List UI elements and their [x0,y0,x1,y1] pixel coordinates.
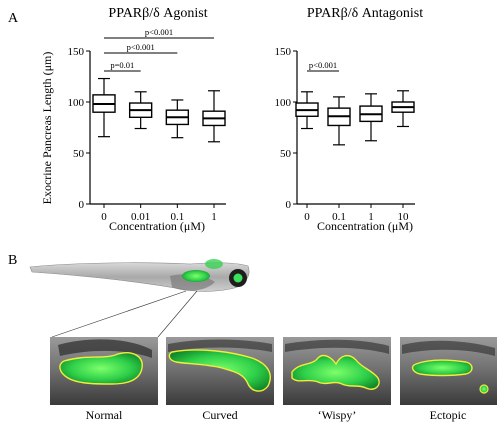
morphology-label-ectopic: Ectopic [430,408,467,422]
zebrafish-larva-image [29,259,250,338]
micrograph-ectopic [400,337,497,405]
pancreas-morphology-panels [50,337,497,405]
morphology-label-normal: Normal [86,408,123,422]
zoom-line [157,290,198,338]
y-tick-label: 0 [79,199,85,211]
x-tick-label: 0 [304,211,310,223]
agonist-boxplot: PPARβ/δ Agonist Exocrine Pancreas Length… [40,6,226,233]
x-tick-label: 10 [398,211,410,223]
significance-label: p<0.001 [127,42,155,52]
micrograph-wispy [283,337,391,405]
x-tick-label: 0.1 [170,211,184,223]
y-axis-label: Exocrine Pancreas Length (μm) [40,52,54,205]
y-tick-label: 150 [275,46,292,58]
y-tick-label: 0 [286,199,292,211]
x-tick-label: 1 [211,211,217,223]
plot-area: 0 50 100 150 0 0.01 0.1 1 p=0.01 p<0.001 p<0.001 [68,27,226,223]
chart-title: PPARβ/δ Agonist [108,6,207,21]
zoom-line [51,290,187,338]
x-tick-label: 0.1 [332,211,346,223]
x-tick-label: 0.01 [131,211,150,223]
chart-title: PPARβ/δ Antagonist [307,6,423,21]
y-tick-label: 150 [68,46,85,58]
larva-eye-fluorescence [233,273,243,283]
larva-pancreas-fluorescence [182,270,210,282]
micrograph-curved [166,337,274,405]
morphology-label-curved: Curved [202,408,237,422]
y-tick-label: 50 [280,148,292,160]
x-tick-label: 0 [101,211,107,223]
significance-label: p<0.001 [309,60,337,70]
y-tick-label: 100 [68,97,85,109]
plot-area: 0 50 100 150 0 0.1 1 10 p<0.001 [275,46,415,223]
x-axis-label: Concentration (μM) [109,219,205,233]
y-tick-label: 50 [73,148,85,160]
x-axis-label: Concentration (μM) [317,219,413,233]
significance-label: p=0.01 [110,60,134,70]
micrograph-normal [50,337,158,405]
y-tick-label: 100 [275,97,292,109]
significance-label: p<0.001 [145,27,173,37]
antagonist-boxplot: PPARβ/δ Antagonist Concentration (μM) 0 5… [275,6,424,233]
morphology-label-wispy: ‘Wispy’ [318,408,357,422]
panel-label-a: A [8,11,19,26]
larva-head-fluorescence [205,259,223,269]
panel-label-b: B [8,253,17,268]
x-tick-label: 1 [368,211,374,223]
